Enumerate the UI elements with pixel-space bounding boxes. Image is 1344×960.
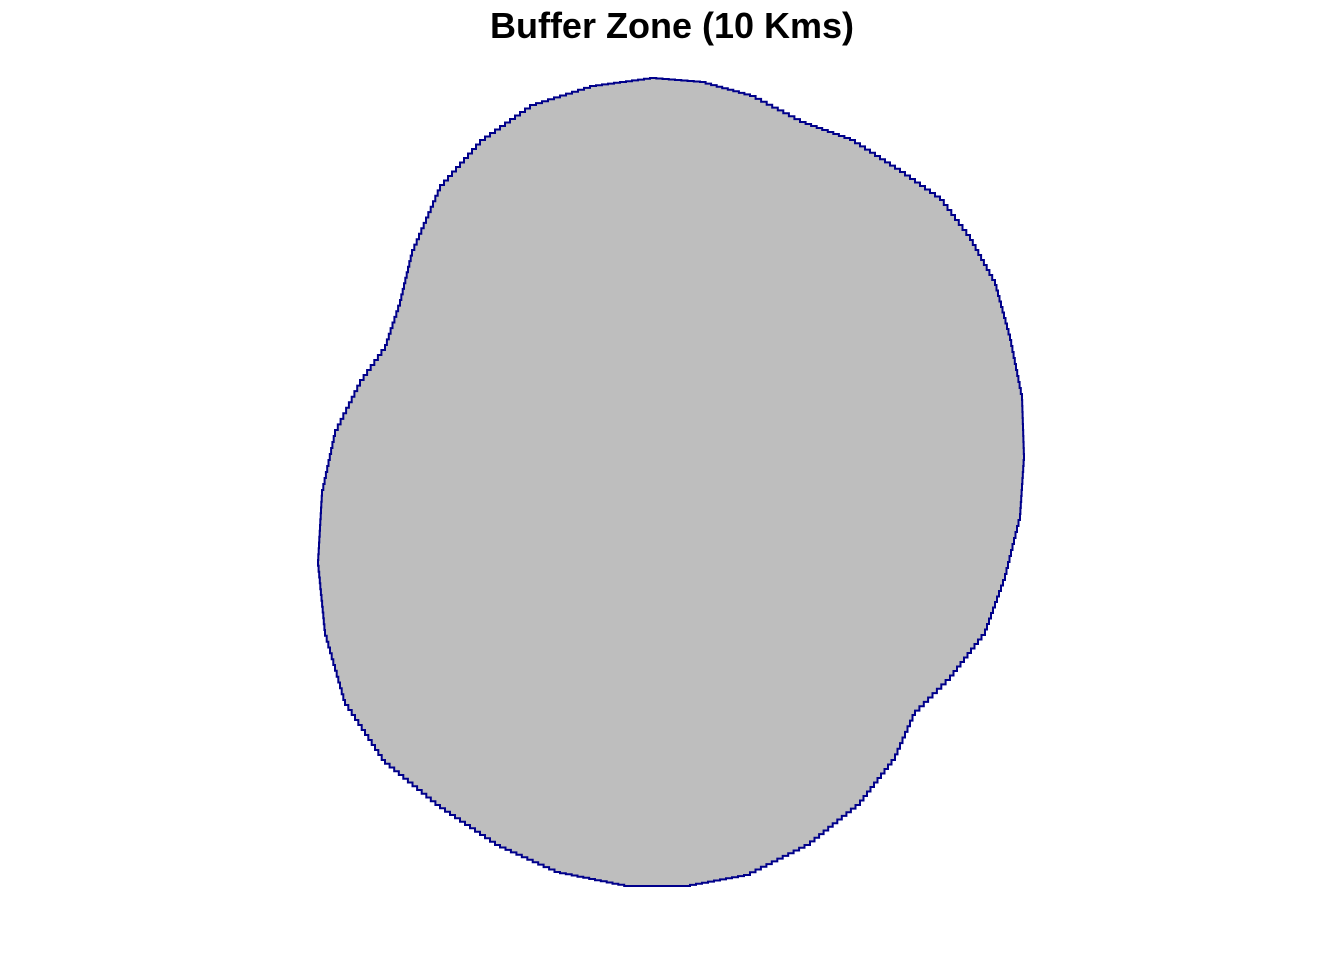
buffer-zone-polygon [318, 78, 1024, 886]
